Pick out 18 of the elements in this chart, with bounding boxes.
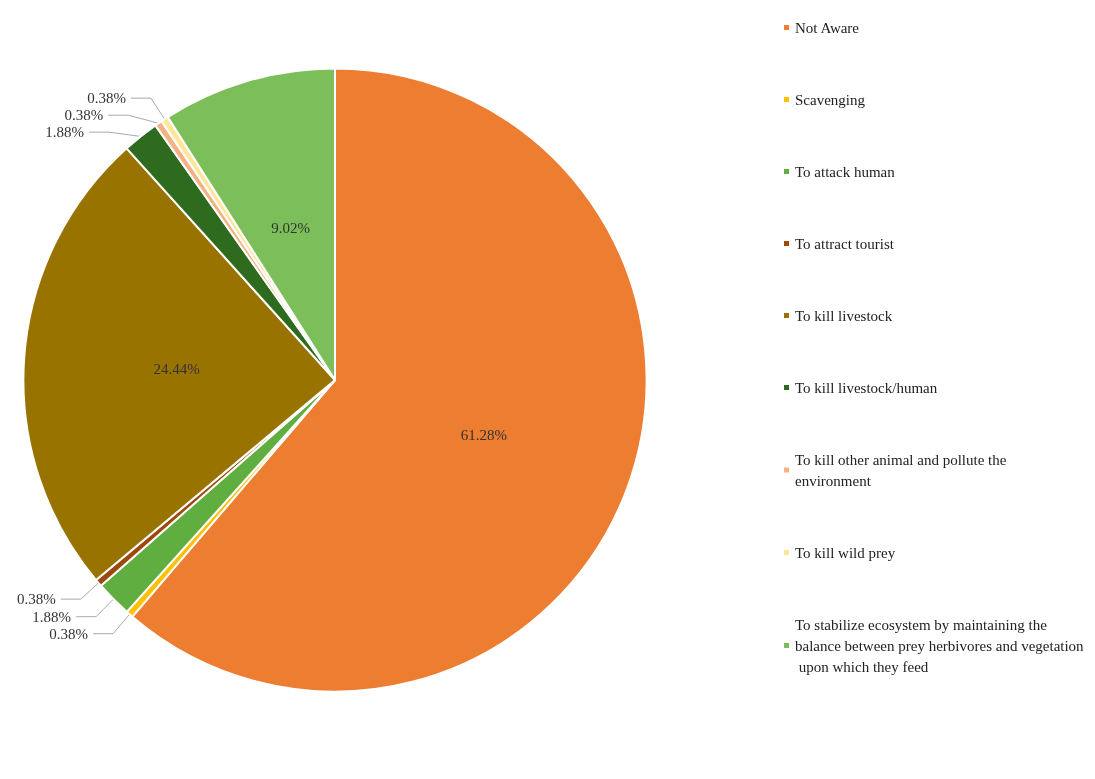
legend-label: To stabilize ecosystem by maintaining the balance between prey herbivores and vegetation upon which they feed — [795, 616, 1085, 675]
data-label: 1.88% — [32, 608, 72, 625]
data-label: 0.38% — [49, 625, 89, 642]
legend-label: To kill wild prey — [795, 544, 896, 561]
legend-label: To attract tourist — [795, 235, 895, 252]
legend-label: To kill other animal and pollute the environment — [795, 451, 1011, 489]
legend-label: To attack human — [795, 163, 896, 180]
data-label: 0.38% — [17, 591, 56, 608]
data-label: 24.44% — [153, 360, 200, 377]
data-label: 0.38% — [87, 90, 126, 107]
legend-label: Scavenging — [795, 91, 866, 108]
data-label: 1.88% — [45, 124, 85, 141]
data-label: 61.28% — [460, 427, 508, 444]
legend-label: To kill livestock/human — [795, 379, 938, 396]
legend-label: Not Aware — [795, 19, 860, 36]
data-label: 9.02% — [271, 219, 310, 236]
data-label: 0.38% — [64, 107, 104, 124]
legend-label: To kill livestock — [795, 307, 893, 324]
